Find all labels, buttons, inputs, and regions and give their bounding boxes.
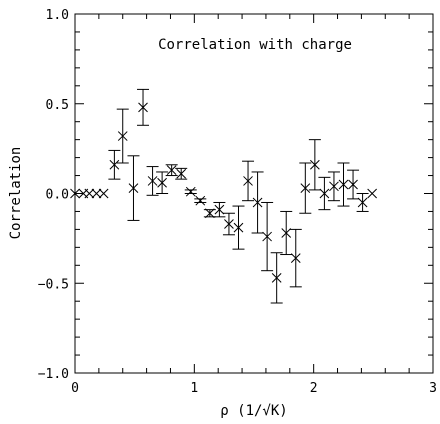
data-point: [252, 197, 263, 208]
y-tick-label: 0.0: [46, 188, 69, 203]
data-point-stroke: [338, 179, 349, 190]
data-point: [204, 208, 215, 219]
data-point-stroke: [214, 204, 225, 215]
data-point-stroke: [147, 176, 158, 186]
data-point-stroke: [262, 231, 272, 242]
data-point: [109, 159, 120, 170]
data-point-stroke: [300, 183, 311, 193]
data-point: [300, 183, 311, 193]
data-point-stroke: [84, 188, 95, 199]
data-point-stroke: [185, 186, 196, 197]
y-tick-label: −1.0: [38, 367, 69, 382]
data-point-stroke: [195, 195, 206, 206]
data-point: [84, 188, 95, 199]
data-point: [357, 197, 368, 208]
data-point-stroke: [281, 228, 292, 238]
y-axis-label: Correlation: [8, 147, 24, 240]
data-point: [138, 102, 148, 113]
data-point: [243, 176, 253, 186]
data-point-stroke: [117, 131, 128, 141]
y-tick-label: 0.5: [46, 98, 69, 113]
error-bars: [108, 88, 369, 304]
data-point: [310, 159, 320, 170]
data-point-stroke: [243, 176, 253, 186]
y-tick-label: −0.5: [38, 277, 69, 292]
data-point-stroke: [166, 165, 177, 176]
data-point: [329, 181, 339, 192]
data-point-stroke: [319, 188, 330, 199]
data-markers: [70, 102, 377, 283]
data-point-stroke: [157, 177, 167, 188]
data-point: [147, 176, 158, 186]
data-point-stroke: [91, 188, 102, 199]
data-point-stroke: [290, 253, 301, 263]
data-point: [290, 253, 301, 263]
x-tick-label: 0: [71, 381, 79, 396]
data-point-stroke: [310, 159, 320, 170]
data-point: [224, 219, 234, 229]
data-point: [214, 204, 225, 215]
data-point-stroke: [138, 102, 148, 113]
data-point: [348, 179, 358, 190]
data-point: [166, 165, 177, 176]
data-point-stroke: [109, 159, 120, 170]
data-point: [281, 228, 292, 238]
data-point: [338, 179, 349, 190]
data-point: [157, 177, 167, 188]
data-point-stroke: [128, 183, 139, 193]
x-tick-label: 1: [190, 381, 198, 396]
axis-ticks: [74, 13, 434, 374]
data-point: [367, 188, 377, 199]
data-point-stroke: [271, 273, 282, 283]
x-tick-label: 2: [310, 381, 318, 396]
data-point-stroke: [98, 188, 109, 199]
data-point: [233, 222, 244, 233]
y-tick-label: 1.0: [46, 8, 69, 23]
data-point: [117, 131, 128, 141]
data-point-stroke: [70, 188, 80, 199]
data-point: [176, 168, 187, 179]
x-tick-label: 3: [429, 381, 437, 396]
data-point-stroke: [367, 188, 377, 199]
data-point-stroke: [176, 168, 187, 179]
data-point-stroke: [329, 181, 339, 192]
data-point: [271, 273, 282, 283]
data-point: [262, 231, 272, 242]
plot-frame: [74, 13, 434, 374]
data-point: [128, 183, 139, 193]
data-point: [185, 186, 196, 197]
data-point-stroke: [224, 219, 234, 229]
tick-labels: 0 1 2 3 −1.0 −0.5 0.0 0.5 1.0: [38, 8, 437, 396]
data-point: [91, 188, 102, 199]
data-point: [98, 188, 109, 199]
x-axis-label: ρ (1/√K): [220, 403, 287, 419]
data-point: [319, 188, 330, 199]
chart-annotation: Correlation with charge: [158, 37, 352, 53]
data-point-stroke: [233, 222, 244, 233]
data-point: [195, 195, 206, 206]
data-point: [70, 188, 80, 199]
data-point-stroke: [357, 197, 368, 208]
data-point-stroke: [204, 208, 215, 219]
data-point-stroke: [252, 197, 263, 208]
data-point-stroke: [348, 179, 358, 190]
